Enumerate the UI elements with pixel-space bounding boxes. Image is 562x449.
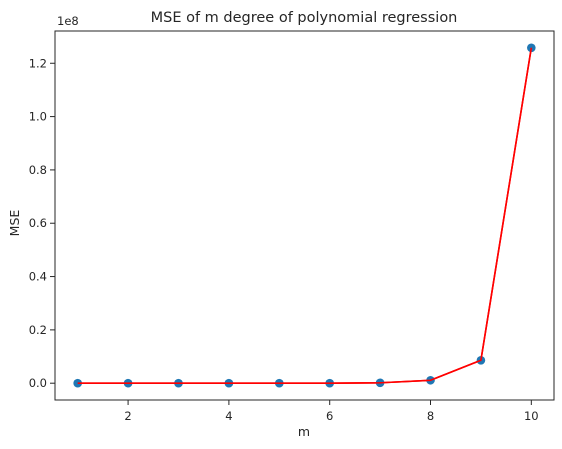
y-tick-label: 0.4 [29, 270, 47, 284]
x-tick-label: 8 [427, 409, 434, 423]
x-tick-label: 6 [326, 409, 333, 423]
plot-area [54, 30, 555, 401]
y-axis-offset-label: 1e8 [57, 14, 79, 28]
series-layer [73, 43, 536, 388]
series-line-overlay [77, 47, 533, 385]
y-tick-label: 0.0 [29, 376, 47, 390]
y-tick-label: 1.0 [29, 110, 47, 124]
axes-frame [54, 30, 555, 401]
chart-title: MSE of m degree of polynomial regression [151, 10, 458, 26]
x-tick-label: 4 [225, 409, 232, 423]
x-tick-label: 10 [524, 409, 539, 423]
y-tick-label: 0.8 [29, 163, 47, 177]
axis-ticks: 2 4 6 8 10 0.0 0.2 0.4 0.6 0.8 1.0 1.2 [29, 56, 539, 423]
y-tick-label: 0.2 [29, 323, 47, 337]
y-tick-label: 0.6 [29, 216, 47, 230]
data-point [527, 43, 536, 53]
y-axis-label: MSE [7, 210, 22, 237]
y-tick-label: 1.2 [29, 56, 47, 70]
x-tick-label: 2 [124, 409, 131, 423]
x-axis-label: m [298, 424, 310, 439]
